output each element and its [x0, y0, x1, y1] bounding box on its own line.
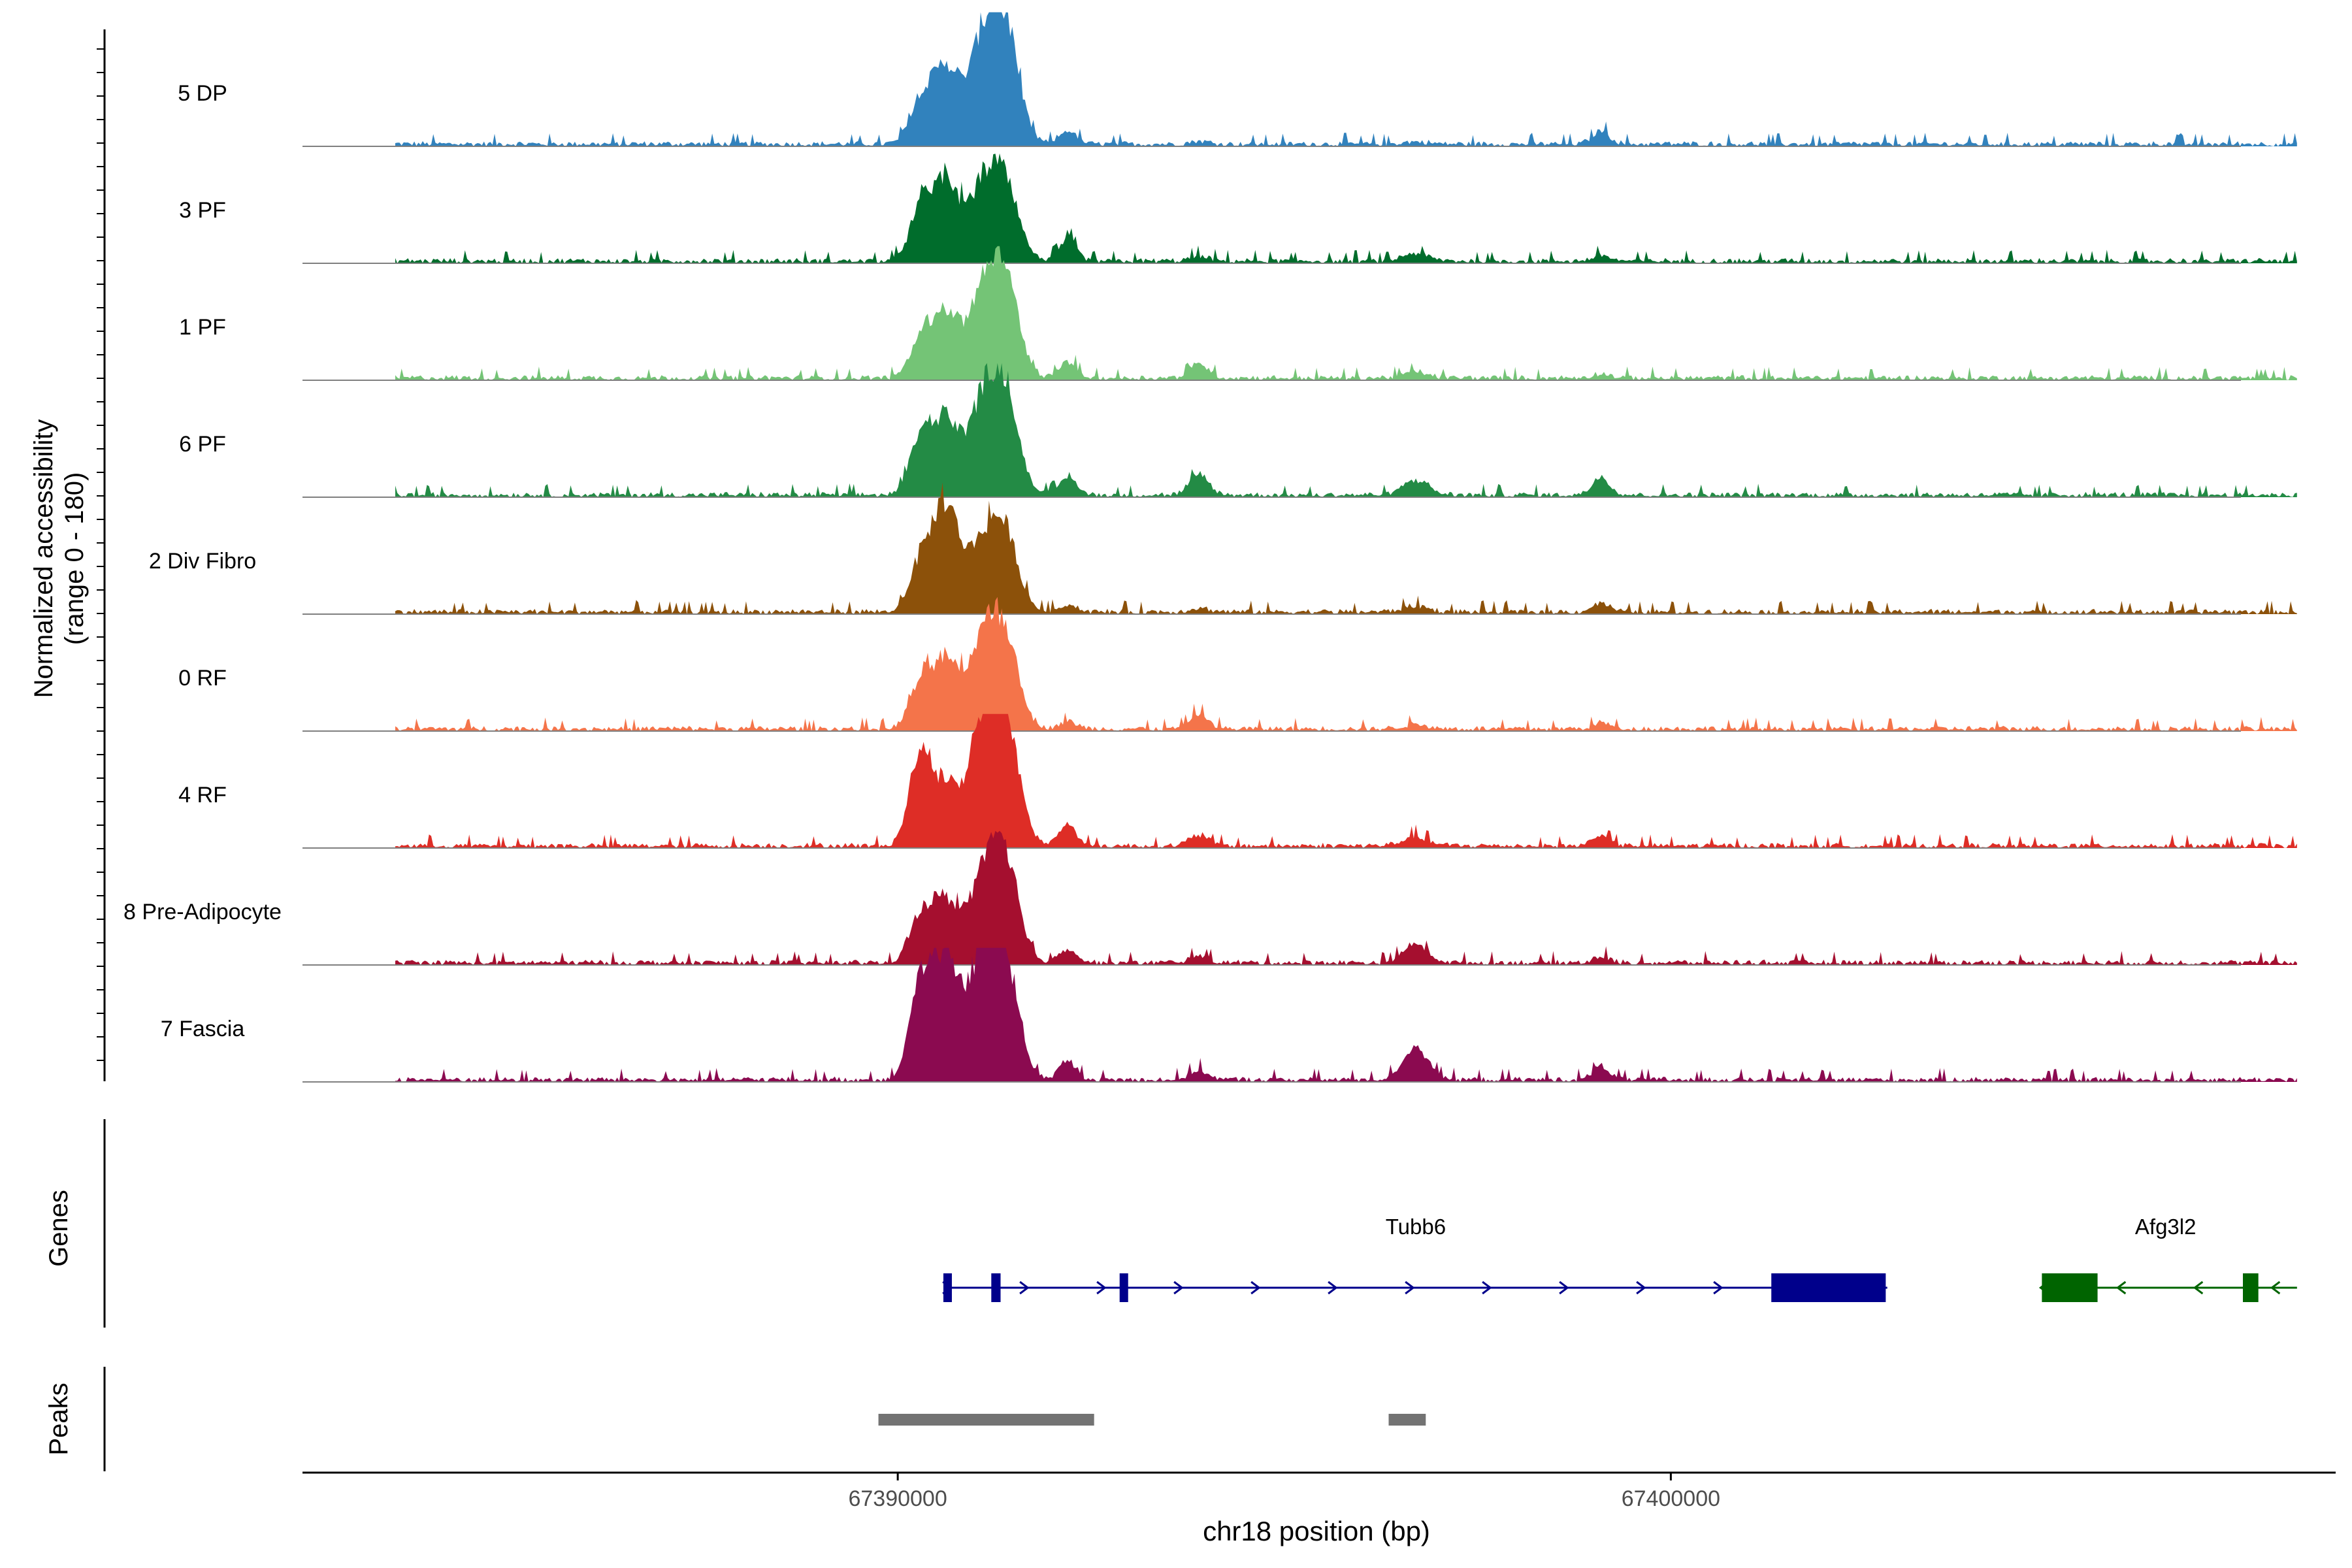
genes-axis-label: Genes — [44, 1190, 73, 1267]
track-area — [395, 830, 2297, 965]
track-area — [395, 713, 2297, 848]
gene-afg3l2: Afg3l2 — [2038, 1215, 2297, 1302]
x-tick-label: 67400000 — [1622, 1486, 1720, 1511]
strand-chevron — [1328, 1281, 1338, 1295]
x-axis-label: chr18 position (bp) — [1203, 1516, 1430, 1546]
track-area — [395, 12, 2297, 146]
track-4-rf: 4 RF — [178, 713, 2297, 849]
track-7-fascia: 7 Fascia — [161, 947, 2297, 1083]
gene-exon — [2042, 1273, 2098, 1302]
track-0-rf: 0 RF — [178, 596, 2297, 732]
strand-chevron — [1713, 1281, 1723, 1295]
strand-chevron — [2115, 1281, 2127, 1295]
strand-chevron — [1636, 1281, 1646, 1295]
gene-label: Tubb6 — [1386, 1215, 1446, 1239]
strand-chevron — [1096, 1281, 1107, 1295]
strand-chevron — [1019, 1281, 1030, 1295]
peak-region — [878, 1414, 1094, 1426]
track-label: 4 RF — [178, 783, 227, 808]
track-3-pf: 3 PF — [179, 153, 2297, 264]
strand-chevron — [1173, 1281, 1184, 1295]
strand-chevron — [1482, 1281, 1492, 1295]
gene-exon — [991, 1273, 1001, 1302]
track-2-div-fibro: 2 Div Fibro — [149, 482, 2297, 615]
x-axis: 67390000 67400000 — [302, 1471, 2336, 1511]
track-5-dp: 5 DP — [178, 12, 2297, 147]
track-1-pf: 1 PF — [179, 246, 2297, 381]
peaks-axis-label: Peaks — [44, 1382, 73, 1455]
track-area — [395, 246, 2297, 380]
track-label: 2 Div Fibro — [149, 549, 256, 574]
gene-tubb6: Tubb6 — [942, 1215, 1887, 1302]
coverage-tracks: 5 DP 3 PF 1 PF 6 PF 2 Div Fibro 0 RF 4 RF 8 Pre… — [123, 12, 2297, 1083]
strand-chevron — [2193, 1281, 2204, 1295]
track-8-pre-adipocyte: 8 Pre-Adipocyte — [123, 830, 2297, 966]
track-area — [395, 363, 2297, 497]
track-6-pf: 6 PF — [179, 363, 2297, 498]
y-axis-range-label: (range 0 - 180) — [60, 472, 89, 645]
gene-exon — [2243, 1273, 2259, 1302]
strand-chevron — [1559, 1281, 1569, 1295]
track-label: 5 DP — [178, 81, 227, 106]
track-label: 0 RF — [178, 666, 227, 691]
y-axis-label: Normalized accessibility — [29, 419, 58, 698]
gene-exon — [1771, 1273, 1886, 1302]
track-area — [395, 153, 2297, 263]
gene-exon — [943, 1273, 952, 1302]
track-label: 3 PF — [179, 198, 226, 223]
x-tick-label: 67390000 — [848, 1486, 947, 1511]
track-label: 8 Pre-Adipocyte — [123, 900, 282, 924]
gene-label: Afg3l2 — [2135, 1215, 2197, 1239]
track-area — [395, 482, 2297, 614]
strand-chevron — [2270, 1281, 2281, 1295]
y-axis — [97, 29, 106, 1081]
strand-chevron — [1250, 1281, 1261, 1295]
track-area — [395, 596, 2297, 731]
peak-region — [1388, 1414, 1426, 1426]
track-label: 7 Fascia — [161, 1017, 245, 1041]
peaks-panel — [103, 1367, 1426, 1471]
strand-chevron — [1405, 1281, 1415, 1295]
genes-panel: Tubb6 Afg3l2 — [103, 1119, 2297, 1328]
track-label: 1 PF — [179, 315, 226, 340]
gene-exon — [1119, 1273, 1128, 1302]
track-area — [395, 947, 2297, 1082]
track-label: 6 PF — [179, 432, 226, 457]
